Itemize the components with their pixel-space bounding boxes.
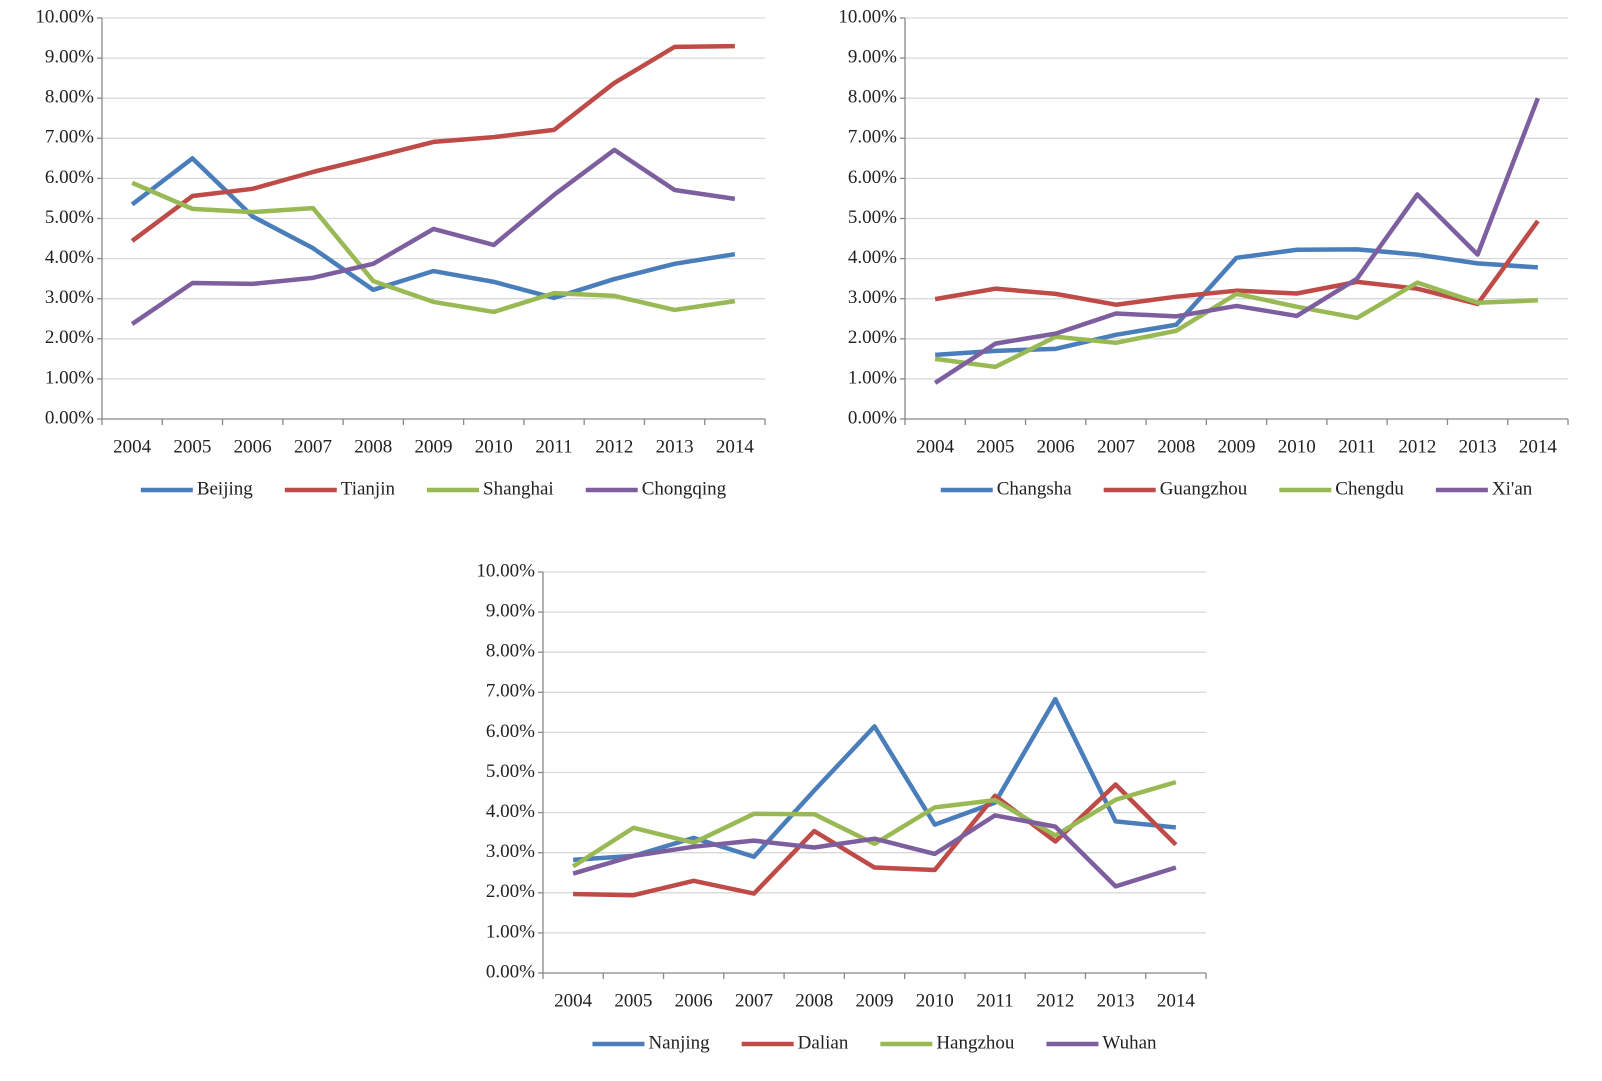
- legend-label: Wuhan: [1102, 1032, 1157, 1053]
- legend-label: Xi'an: [1492, 478, 1533, 499]
- legend-label: Chongqing: [642, 478, 727, 499]
- y-tick-label: 9.00%: [45, 46, 94, 67]
- series-line: [934, 280, 1538, 370]
- x-tick-label: 2008: [354, 436, 392, 457]
- y-tick-label: 1.00%: [45, 367, 94, 388]
- legend-label: Shanghai: [483, 478, 554, 499]
- y-tick-label: 3.00%: [486, 841, 535, 862]
- y-tick-label: 1.00%: [486, 921, 535, 942]
- y-tick-label: 3.00%: [45, 287, 94, 308]
- series-line: [130, 43, 735, 243]
- legend-label: Tianjin: [341, 478, 396, 499]
- legend-label: Changsha: [997, 478, 1073, 499]
- y-tick-label: 5.00%: [486, 761, 535, 782]
- y-tick-label: 2.00%: [486, 881, 535, 902]
- y-tick-label: 8.00%: [848, 87, 897, 108]
- x-tick-label: 2007: [294, 436, 332, 457]
- x-tick-label: 2009: [415, 436, 453, 457]
- x-tick-label: 2013: [656, 436, 694, 457]
- x-tick-label: 2004: [113, 436, 152, 457]
- y-tick-label: 10.00%: [35, 6, 94, 27]
- y-tick-label: 4.00%: [45, 247, 94, 268]
- series-line: [572, 813, 1177, 889]
- legend-label: Hangzhou: [936, 1032, 1015, 1053]
- x-tick-label: 2010: [916, 990, 954, 1011]
- x-tick-label: 2008: [795, 990, 833, 1011]
- y-tick-label: 5.00%: [45, 207, 94, 228]
- x-tick-label: 2008: [1157, 436, 1195, 457]
- series-line: [130, 147, 736, 326]
- x-tick-label: 2005: [173, 436, 211, 457]
- x-tick-label: 2014: [1519, 436, 1558, 457]
- series-line: [934, 247, 1539, 358]
- y-tick-label: 7.00%: [848, 127, 897, 148]
- series-line: [131, 180, 736, 315]
- y-tick-label: 9.00%: [848, 46, 897, 67]
- y-tick-label: 4.00%: [848, 247, 897, 268]
- x-tick-label: 2012: [595, 436, 633, 457]
- y-tick-label: 0.00%: [848, 407, 897, 428]
- y-tick-label: 1.00%: [848, 367, 897, 388]
- y-tick-label: 4.00%: [486, 801, 535, 822]
- y-tick-label: 2.00%: [848, 327, 897, 348]
- y-tick-label: 2.00%: [45, 327, 94, 348]
- x-tick-label: 2012: [1036, 990, 1074, 1011]
- series-line: [934, 219, 1540, 307]
- x-tick-label: 2014: [716, 436, 755, 457]
- x-tick-label: 2009: [856, 990, 894, 1011]
- x-tick-label: 2011: [1338, 436, 1375, 457]
- legend-label: Nanjing: [648, 1032, 710, 1053]
- y-tick-label: 10.00%: [838, 6, 897, 27]
- series-line: [130, 156, 736, 301]
- x-tick-label: 2013: [1097, 990, 1135, 1011]
- legend-label: Beijing: [197, 478, 253, 499]
- y-tick-label: 0.00%: [486, 961, 535, 982]
- y-tick-label: 9.00%: [486, 600, 535, 621]
- x-tick-label: 2004: [916, 436, 955, 457]
- y-tick-label: 7.00%: [45, 127, 94, 148]
- x-tick-label: 2009: [1218, 436, 1256, 457]
- x-tick-label: 2011: [535, 436, 572, 457]
- y-tick-label: 6.00%: [848, 167, 897, 188]
- series-line: [572, 696, 1177, 863]
- series-line: [933, 97, 1540, 385]
- y-tick-label: 0.00%: [45, 407, 94, 428]
- x-tick-label: 2004: [554, 990, 593, 1011]
- x-tick-label: 2007: [735, 990, 773, 1011]
- x-tick-label: 2010: [1278, 436, 1316, 457]
- series-line: [571, 779, 1177, 869]
- x-tick-label: 2006: [234, 436, 272, 457]
- y-tick-label: 6.00%: [45, 167, 94, 188]
- y-tick-label: 8.00%: [486, 641, 535, 662]
- y-tick-label: 10.00%: [476, 560, 535, 581]
- x-tick-label: 2006: [1037, 436, 1075, 457]
- x-tick-label: 2013: [1459, 436, 1497, 457]
- x-tick-label: 2005: [614, 990, 652, 1011]
- y-tick-label: 3.00%: [848, 287, 897, 308]
- x-tick-label: 2005: [976, 436, 1014, 457]
- x-tick-label: 2006: [675, 990, 713, 1011]
- y-tick-label: 8.00%: [45, 87, 94, 108]
- y-tick-label: 7.00%: [486, 681, 535, 702]
- x-tick-label: 2011: [976, 990, 1013, 1011]
- legend-label: Dalian: [798, 1032, 849, 1053]
- x-tick-label: 2010: [475, 436, 513, 457]
- x-tick-label: 2007: [1097, 436, 1135, 457]
- legend-label: Chengdu: [1335, 478, 1404, 499]
- x-tick-label: 2014: [1157, 990, 1196, 1011]
- y-tick-label: 6.00%: [486, 721, 535, 742]
- legend-label: Guangzhou: [1160, 478, 1248, 499]
- x-tick-label: 2012: [1398, 436, 1436, 457]
- y-tick-label: 5.00%: [848, 207, 897, 228]
